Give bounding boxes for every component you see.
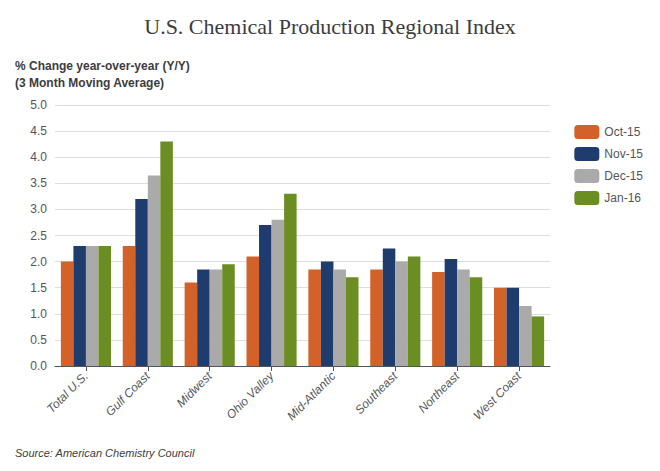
svg-text:% Change year-over-year (Y/Y): % Change year-over-year (Y/Y) [15,59,190,73]
svg-text:0.5: 0.5 [30,333,47,347]
svg-text:2.5: 2.5 [30,229,47,243]
svg-text:Northeast: Northeast [415,369,462,416]
svg-text:Jan-16: Jan-16 [604,191,641,205]
svg-text:2.0: 2.0 [30,255,47,269]
svg-text:(3 Month Moving Average): (3 Month Moving Average) [15,76,164,90]
svg-text:Oct-15: Oct-15 [604,125,640,139]
svg-text:4.5: 4.5 [30,124,47,138]
svg-text:Dec-15: Dec-15 [604,169,643,183]
svg-text:1.0: 1.0 [30,307,47,321]
svg-text:Total U.S.: Total U.S. [44,369,91,416]
svg-text:3.5: 3.5 [30,176,47,190]
svg-text:5.0: 5.0 [30,98,47,112]
svg-text:Mid-Atlantic: Mid-Atlantic [284,369,338,423]
svg-text:0.0: 0.0 [30,359,47,373]
svg-text:4.0: 4.0 [30,150,47,164]
svg-text:West Coast: West Coast [470,369,524,423]
svg-text:Source: American Chemistry Cou: Source: American Chemistry Council [15,447,195,459]
svg-text:U.S. Chemical Production Regio: U.S. Chemical Production Regional Index [144,14,516,39]
svg-text:Southeast: Southeast [352,369,401,418]
svg-text:Ohio Valley: Ohio Valley [224,368,278,422]
svg-text:Midwest: Midwest [174,369,215,410]
svg-text:3.0: 3.0 [30,202,47,216]
svg-text:Gulf Coast: Gulf Coast [103,369,153,419]
svg-text:1.5: 1.5 [30,281,47,295]
svg-text:Nov-15: Nov-15 [604,147,643,161]
